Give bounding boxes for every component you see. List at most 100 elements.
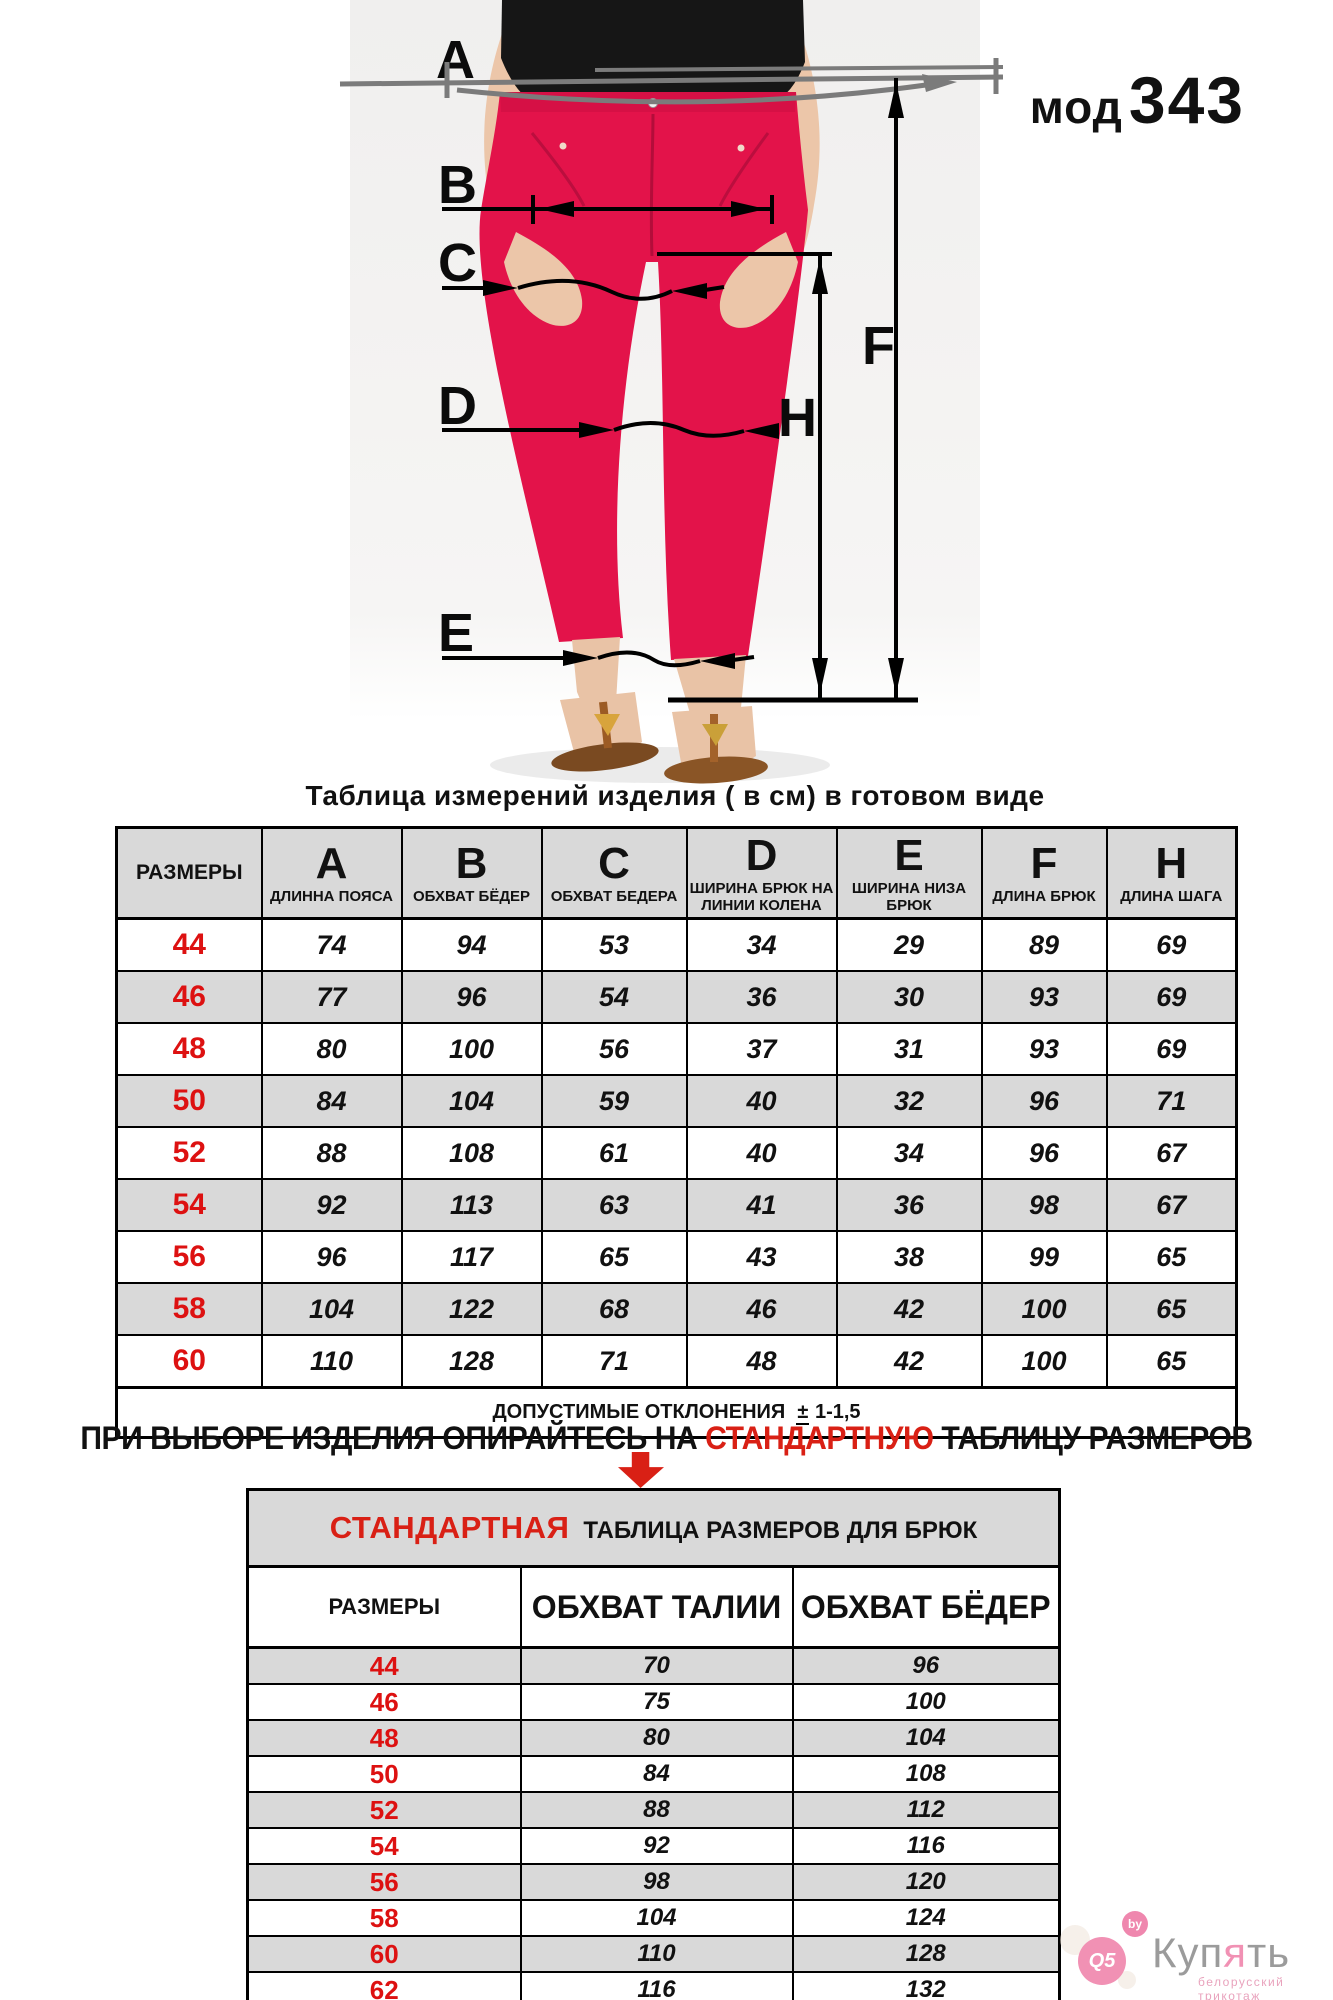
measure-label-e: E xyxy=(438,603,474,663)
table2-row-60: 60 110 128 xyxy=(246,1935,1061,1973)
tolerance-pm: ± xyxy=(796,1401,810,1425)
advice-text-before: ПРИ ВЫБОРЕ ИЗДЕЛИЯ ОПИРАЙТЕСЬ НА xyxy=(80,1420,698,1456)
shop-watermark: Q5 by Купять белорусский трикотаж xyxy=(1060,1885,1333,2000)
waist-cell: 104 xyxy=(519,1899,794,1937)
measure-label-b: B xyxy=(438,155,477,215)
hips-cell: 116 xyxy=(791,1827,1061,1865)
rivet-left xyxy=(559,142,567,150)
table2-row-54: 54 92 116 xyxy=(246,1827,1061,1865)
value-cell: 89 xyxy=(980,917,1108,972)
value-cell: 46 xyxy=(685,1282,838,1336)
black-top xyxy=(501,0,805,103)
value-cell: 36 xyxy=(685,970,838,1024)
value-cell: 65 xyxy=(1105,1230,1238,1284)
knee-curve xyxy=(613,421,745,438)
measure-label-a: A xyxy=(436,30,475,90)
table1-row-44: 44 74 94 53 34 29 89 69 xyxy=(115,917,1238,972)
watermark-deco-circle xyxy=(1118,1971,1136,1989)
value-cell: 40 xyxy=(685,1074,838,1128)
value-cell: 122 xyxy=(400,1282,543,1336)
table2-row-48: 48 80 104 xyxy=(246,1719,1061,1757)
size-cell: 50 xyxy=(246,1755,522,1793)
inseam-arrow-down xyxy=(812,658,828,694)
tolerance-value: 1-1,5 xyxy=(814,1401,861,1423)
column-label: ШИРИНА БРЮК НА ЛИНИИ КОЛЕНА xyxy=(689,879,834,914)
tolerance-label: ДОПУСТИМЫЕ ОТКЛОНЕНИЯ xyxy=(492,1401,786,1423)
value-cell: 36 xyxy=(835,1178,983,1232)
value-cell: 32 xyxy=(835,1074,983,1128)
value-cell: 63 xyxy=(540,1178,688,1232)
value-cell: 117 xyxy=(400,1230,543,1284)
thigh-arrow-left xyxy=(672,283,707,299)
table2-row-52: 52 88 112 xyxy=(246,1791,1061,1829)
measurements-table-title: Таблица измерений изделия ( в см) в гото… xyxy=(305,780,1045,811)
hips-cell: 100 xyxy=(791,1683,1061,1721)
value-cell: 53 xyxy=(540,917,688,972)
value-cell: 68 xyxy=(540,1282,688,1336)
red-pants xyxy=(479,92,808,660)
right-pocket xyxy=(718,132,770,207)
value-cell: 113 xyxy=(400,1178,543,1232)
table2-col-sizes: РАЗМЕРЫ xyxy=(246,1565,522,1649)
table1-col-a: A ДЛИННА ПОЯСА xyxy=(260,826,403,920)
hips-cell: 124 xyxy=(791,1899,1061,1937)
value-cell: 98 xyxy=(980,1178,1108,1232)
size-cell: 54 xyxy=(115,1178,263,1232)
waist-cell: 75 xyxy=(519,1683,794,1721)
pants-measurement-figure: A B C F xyxy=(339,0,1004,784)
value-cell: 29 xyxy=(835,917,983,972)
brand-accent: я xyxy=(1223,1929,1247,1976)
outseam-arrow-down xyxy=(888,658,904,694)
table2-header-row: РАЗМЕРЫ ОБХВАТ ТАЛИИ ОБХВАТ БЁДЕР xyxy=(246,1565,1061,1649)
value-cell: 110 xyxy=(260,1334,403,1389)
size-cell: 58 xyxy=(115,1282,263,1336)
right-sandal-buckle xyxy=(702,724,728,746)
value-cell: 59 xyxy=(540,1074,688,1128)
watermark-brand-name: Купять xyxy=(1152,1929,1290,1977)
watermark-by-badge: by xyxy=(1122,1911,1148,1937)
value-cell: 37 xyxy=(685,1022,838,1076)
hem-arrow-right xyxy=(563,650,598,666)
table2-title: СТАНДАРТНАЯ ТАБЛИЦА РАЗМЕРОВ ДЛЯ БРЮК xyxy=(246,1488,1061,1568)
size-cell: 58 xyxy=(246,1899,522,1937)
thigh-curve xyxy=(517,278,673,301)
value-cell: 65 xyxy=(1105,1282,1238,1336)
model-code-number: 343 xyxy=(1128,63,1245,137)
value-cell: 34 xyxy=(685,917,838,972)
down-arrow-icon xyxy=(618,1452,664,1488)
knee-arrow-right xyxy=(579,422,614,438)
table1-row-58: 58 104 122 68 46 42 100 65 xyxy=(115,1282,1238,1336)
size-cell: 52 xyxy=(246,1791,522,1829)
table2-row-50: 50 84 108 xyxy=(246,1755,1061,1793)
value-cell: 69 xyxy=(1105,970,1238,1024)
waist-cell: 110 xyxy=(519,1935,794,1973)
left-hand xyxy=(504,232,583,326)
waist-cell: 80 xyxy=(519,1719,794,1757)
hip-arrow-right xyxy=(731,201,766,217)
value-cell: 100 xyxy=(400,1022,543,1076)
waist-arc-arrow xyxy=(922,74,957,92)
value-cell: 38 xyxy=(835,1230,983,1284)
value-cell: 69 xyxy=(1105,1022,1238,1076)
left-pocket xyxy=(530,132,586,207)
value-cell: 92 xyxy=(260,1178,403,1232)
measure-label-f: F xyxy=(862,316,895,376)
outseam-arrow-up xyxy=(888,82,904,118)
column-label: ДЛИНА ШАГА xyxy=(1120,888,1223,906)
rivet-right xyxy=(737,144,745,152)
table1-col-d: D ШИРИНА БРЮК НА ЛИНИИ КОЛЕНА xyxy=(685,826,838,920)
waist-cell: 116 xyxy=(519,1971,794,2000)
table2-row-44: 44 70 96 xyxy=(246,1646,1061,1685)
value-cell: 100 xyxy=(980,1334,1108,1389)
table1-col-b: B ОБХВАТ БЁДЕР xyxy=(400,826,543,920)
floor-shadow xyxy=(490,747,830,783)
measurement-annotations: A B C F xyxy=(339,30,1004,703)
hem-arrow-left xyxy=(700,653,735,669)
knee-arrow-left xyxy=(744,423,779,439)
value-cell: 42 xyxy=(835,1282,983,1336)
value-cell: 96 xyxy=(260,1230,403,1284)
value-cell: 41 xyxy=(685,1178,838,1232)
waist-cell: 70 xyxy=(519,1646,794,1685)
table1-header-row: РАЗМЕРЫ A ДЛИННА ПОЯСА B ОБХВАТ БЁДЕР C ОБХВАТ… xyxy=(115,826,1238,920)
value-cell: 31 xyxy=(835,1022,983,1076)
